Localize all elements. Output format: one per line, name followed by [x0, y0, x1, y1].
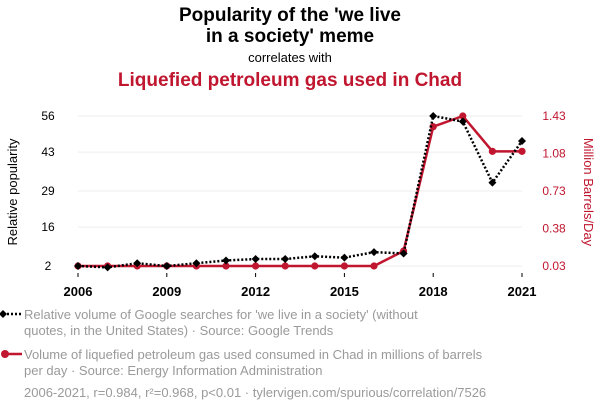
point-lpg	[459, 112, 467, 120]
line-lpg	[78, 114, 522, 268]
y-right-tick-label: 0.03	[542, 259, 566, 273]
y-axis-right-label: Million Barrels/Day	[581, 138, 596, 247]
point-google	[192, 259, 201, 268]
point-google	[458, 117, 467, 126]
legend-item-lpg: Volume of liquefied petroleum gas used c…	[1, 347, 483, 378]
point-google	[370, 248, 378, 257]
y-axis-left-ticks: 2 16 29 43 56	[41, 109, 55, 273]
legend-marker-circle-icon	[1, 350, 9, 358]
legend-text-lpg-line2: per day · Source: Energy Information Adm…	[24, 363, 322, 378]
x-tick-label: 2009	[152, 284, 181, 299]
x-tick-label: 2012	[241, 284, 270, 299]
point-lpg	[252, 262, 260, 270]
point-google	[133, 259, 142, 268]
x-axis-ticks: 2006 2009 2012 2015 2018 2021	[64, 273, 537, 299]
point-lpg	[518, 147, 526, 155]
legend: Relative volume of Google searches for '…	[0, 307, 483, 378]
y-right-tick-label: 1.43	[542, 109, 566, 123]
x-tick-label: 2018	[419, 284, 448, 299]
legend-item-google: Relative volume of Google searches for '…	[0, 307, 418, 338]
point-google	[222, 256, 230, 265]
chart-title-line2: in a society' meme	[206, 26, 374, 47]
point-lpg	[340, 262, 348, 270]
point-lpg	[429, 123, 437, 131]
x-tick-label: 2021	[508, 284, 537, 299]
chart-title-secondary: Liquefied petroleum gas used in Chad	[118, 70, 462, 91]
point-google	[488, 178, 497, 187]
point-google	[310, 252, 319, 261]
point-google	[251, 255, 260, 264]
point-lpg	[281, 262, 289, 270]
y-left-tick-label: 56	[41, 109, 55, 123]
x-tick-label: 2006	[64, 284, 93, 299]
point-google	[340, 253, 349, 262]
y-left-tick-label: 16	[41, 220, 55, 234]
point-lpg	[222, 262, 230, 270]
y-right-tick-label: 0.38	[542, 222, 566, 236]
point-lpg	[370, 262, 378, 270]
legend-marker-diamond-icon	[0, 310, 7, 318]
point-google	[162, 262, 171, 270]
chart-subtitle: correlates with	[248, 50, 332, 65]
point-google	[281, 255, 290, 264]
point-google	[429, 112, 438, 120]
point-google	[74, 262, 82, 270]
line-google	[77, 114, 524, 269]
grid-lines	[78, 115, 522, 267]
chart-title-line1: Popularity of the 'we live	[179, 5, 401, 26]
y-axis-left-label: Relative popularity	[5, 138, 20, 245]
footer-stats: 2006-2021, r=0.984, r²=0.968, p<0.01 · t…	[24, 385, 486, 400]
x-tick-label: 2015	[330, 284, 359, 299]
point-google	[518, 137, 526, 145]
legend-text-google-line1: Relative volume of Google searches for '…	[24, 307, 418, 322]
y-right-tick-label: 1.08	[542, 147, 566, 161]
series-google-popularity	[74, 112, 526, 272]
y-left-tick-label: 43	[41, 145, 55, 159]
point-google	[399, 249, 408, 258]
point-lpg	[488, 147, 496, 155]
point-lpg	[311, 262, 319, 270]
y-axis-right-ticks: 0.03 0.38 0.73 1.08 1.43	[542, 109, 566, 273]
legend-text-lpg-line1: Volume of liquefied petroleum gas used c…	[24, 347, 483, 362]
y-left-tick-label: 2	[45, 259, 52, 273]
point-google	[103, 263, 112, 272]
y-left-tick-label: 29	[41, 184, 55, 198]
legend-text-google-line2: quotes, in the United States) · Source: …	[24, 323, 334, 338]
y-right-tick-label: 0.73	[542, 184, 566, 198]
